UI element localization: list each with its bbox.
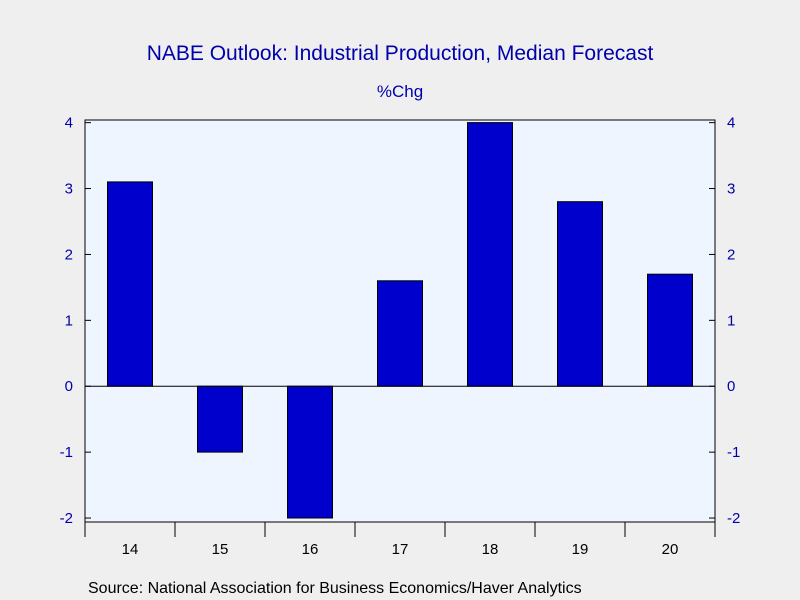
y-tick-label-left: 1 [65,312,73,329]
y-tick-label-right: 4 [727,115,735,132]
x-tick-label: 18 [482,541,499,558]
bar-19 [557,201,603,387]
y-tick-label-right: 2 [727,246,735,263]
y-tick-label-left: 0 [65,378,73,395]
y-tick-label-right: 0 [727,378,735,395]
bar-15 [197,385,243,453]
y-tick-label-left: -2 [60,510,73,527]
x-tick-label: 16 [302,541,319,558]
x-tick-label: 15 [212,541,229,558]
y-tick-label-left: 4 [65,115,73,132]
bar-20 [647,273,693,387]
y-axis-right: -2 -1 0 1 2 3 4 [709,115,740,527]
chart-title: NABE Outlook: Industrial Production, Med… [147,42,654,65]
bar-14 [107,181,153,387]
x-tick-label: 17 [392,541,409,558]
y-tick-label-right: -1 [727,444,740,461]
bar-18 [467,122,513,387]
y-tick-label-right: 1 [727,312,735,329]
y-tick-label-left: 2 [65,246,73,263]
bar-16 [287,385,333,519]
x-tick-label: 20 [662,541,679,558]
source-note: Source: National Association for Busines… [88,580,582,597]
chart-subtitle: %Chg [377,82,423,101]
y-tick-label-right: -2 [727,510,740,527]
y-tick-label-right: 3 [727,181,735,198]
y-axis-left: -2 -1 0 1 2 3 4 [60,115,91,527]
x-tick-label: 14 [122,541,139,558]
bar-17 [377,280,423,387]
bars-layer [107,122,693,519]
y-tick-label-left: 3 [65,181,73,198]
x-axis: 14 15 16 17 18 19 20 [84,522,716,558]
y-tick-label-left: -1 [60,444,73,461]
x-tick-label: 19 [572,541,589,558]
